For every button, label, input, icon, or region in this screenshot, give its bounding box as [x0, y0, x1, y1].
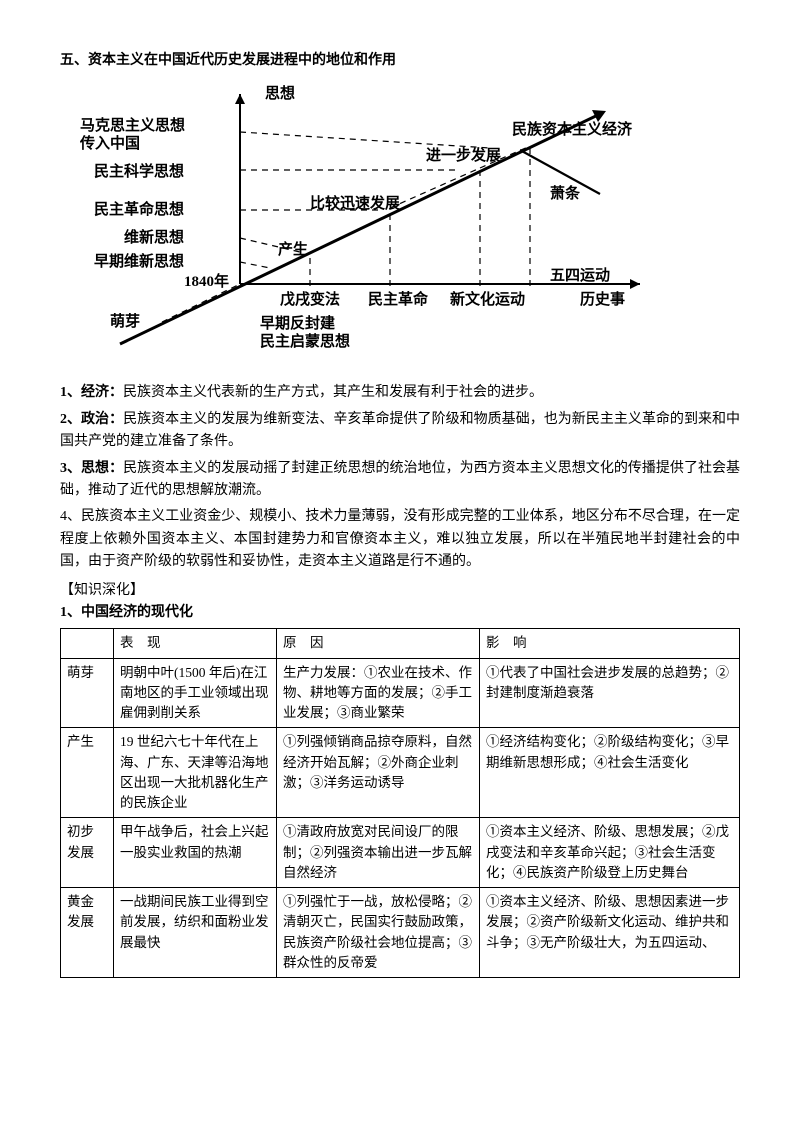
svg-text:维新思想: 维新思想: [124, 228, 184, 246]
svg-text:新文化运动: 新文化运动: [450, 290, 525, 308]
para-economy: 1、经济：民族资本主义代表新的生产方式，其产生和发展有利于社会的进步。: [60, 382, 740, 404]
svg-text:五四运动: 五四运动: [550, 266, 610, 284]
table-cell: 产生: [61, 728, 114, 818]
svg-text:早期维新思想: 早期维新思想: [94, 252, 184, 270]
table-cell: ①资本主义经济、阶级、思想因素进一步发展；②资产阶级新文化运动、维护共和斗争；③…: [480, 888, 740, 978]
table-cell: 初步发展: [61, 818, 114, 888]
para-lead: 1、经济：: [60, 385, 123, 400]
para-lead: 2、政治：: [60, 412, 123, 427]
svg-text:早期反封建: 早期反封建: [260, 314, 336, 332]
para-lead: 3、思想：: [60, 461, 123, 476]
svg-text:民主科学思想: 民主科学思想: [94, 162, 184, 180]
table-cell: 萌芽: [61, 658, 114, 728]
deepen-title: 【知识深化】: [60, 580, 740, 602]
table-cell: ①清政府放宽对民间设厂的限制；②列强资本输出进一步瓦解自然经济: [277, 818, 480, 888]
table-cell: 黄金发展: [61, 888, 114, 978]
svg-text:进一步发展: 进一步发展: [426, 146, 501, 164]
table-row: 萌芽明朝中叶(1500 年后)在江南地区的手工业领域出现雇佣剥削关系生产力发展：…: [61, 658, 740, 728]
table-cell: 明朝中叶(1500 年后)在江南地区的手工业领域出现雇佣剥削关系: [114, 658, 277, 728]
svg-text:萧条: 萧条: [550, 184, 581, 202]
table-cell: ①代表了中国社会进步发展的总趋势；②封建制度渐趋衰落: [480, 658, 740, 728]
table-row: 黄金发展一战期间民族工业得到空前发展，纺织和面粉业发展最快①列强忙于一战，放松侵…: [61, 888, 740, 978]
table-cell: 19 世纪六七十年代在上海、广东、天津等沿海地区出现一大批机器化生产的民族企业: [114, 728, 277, 818]
table-cell: ①列强忙于一战，放松侵略；②清朝灭亡，民国实行鼓励政策，民族资产阶级社会地位提高…: [277, 888, 480, 978]
svg-text:马克思主义思想: 马克思主义思想: [80, 116, 185, 134]
concept-chart: 思想马克思主义思想传入中国民主科学思想民主革命思想维新思想早期维新思想1840年…: [80, 84, 640, 364]
table-row: 产生19 世纪六七十年代在上海、广东、天津等沿海地区出现一大批机器化生产的民族企…: [61, 728, 740, 818]
table-cell: 生产力发展：①农业在技术、作物、耕地等方面的发展；②手工业发展；③商业繁荣: [277, 658, 480, 728]
table-cell: ①经济结构变化；②阶级结构变化；③早期维新思想形成；④社会生活变化: [480, 728, 740, 818]
para-body: 民族资本主义代表新的生产方式，其产生和发展有利于社会的进步。: [123, 385, 543, 400]
svg-text:民主革命: 民主革命: [368, 290, 429, 308]
svg-text:民族资本主义经济: 民族资本主义经济: [512, 120, 633, 138]
th-reason: 原 因: [277, 629, 480, 658]
table-cell: 甲午战争后，社会上兴起一股实业救国的热潮: [114, 818, 277, 888]
svg-text:1840年: 1840年: [184, 272, 229, 290]
table-cell: 一战期间民族工业得到空前发展，纺织和面粉业发展最快: [114, 888, 277, 978]
table-cell: ①列强倾销商品掠夺原料，自然经济开始瓦解；②外商企业刺激；③洋务运动诱导: [277, 728, 480, 818]
deepen-subtitle: 1、中国经济的现代化: [60, 602, 740, 624]
svg-text:民主革命思想: 民主革命思想: [94, 200, 184, 218]
para-thought: 3、思想：民族资本主义的发展动摇了封建正统思想的统治地位，为西方资本主义思想文化…: [60, 458, 740, 503]
para-politics: 2、政治：民族资本主义的发展为维新变法、辛亥革命提供了阶级和物质基础，也为新民主…: [60, 409, 740, 454]
svg-text:戊戌变法: 戊戌变法: [280, 290, 340, 308]
svg-text:历史事: 历史事: [580, 290, 625, 308]
modernization-table: 表 现 原 因 影 响 萌芽明朝中叶(1500 年后)在江南地区的手工业领域出现…: [60, 628, 740, 978]
table-row: 初步发展甲午战争后，社会上兴起一股实业救国的热潮①清政府放宽对民间设厂的限制；②…: [61, 818, 740, 888]
svg-text:传入中国: 传入中国: [80, 134, 140, 152]
svg-text:民主启蒙思想: 民主启蒙思想: [260, 332, 350, 350]
th-expression: 表 现: [114, 629, 277, 658]
table-header-row: 表 现 原 因 影 响: [61, 629, 740, 658]
table-cell: ①资本主义经济、阶级、思想发展；②戊戌变法和辛亥革命兴起；③社会生活变化；④民族…: [480, 818, 740, 888]
th-blank: [61, 629, 114, 658]
svg-text:比较迅速发展: 比较迅速发展: [310, 194, 400, 212]
section-title: 五、资本主义在中国近代历史发展进程中的地位和作用: [60, 50, 740, 72]
svg-text:萌芽: 萌芽: [110, 313, 140, 330]
svg-text:思想: 思想: [265, 84, 295, 102]
th-effect: 影 响: [480, 629, 740, 658]
para-body: 民族资本主义的发展为维新变法、辛亥革命提供了阶级和物质基础，也为新民主主义革命的…: [60, 412, 740, 449]
para-limit: 4、民族资本主义工业资金少、规模小、技术力量薄弱，没有形成完整的工业体系，地区分…: [60, 506, 740, 573]
svg-text:产生: 产生: [278, 240, 308, 258]
para-body: 民族资本主义的发展动摇了封建正统思想的统治地位，为西方资本主义思想文化的传播提供…: [60, 461, 740, 498]
